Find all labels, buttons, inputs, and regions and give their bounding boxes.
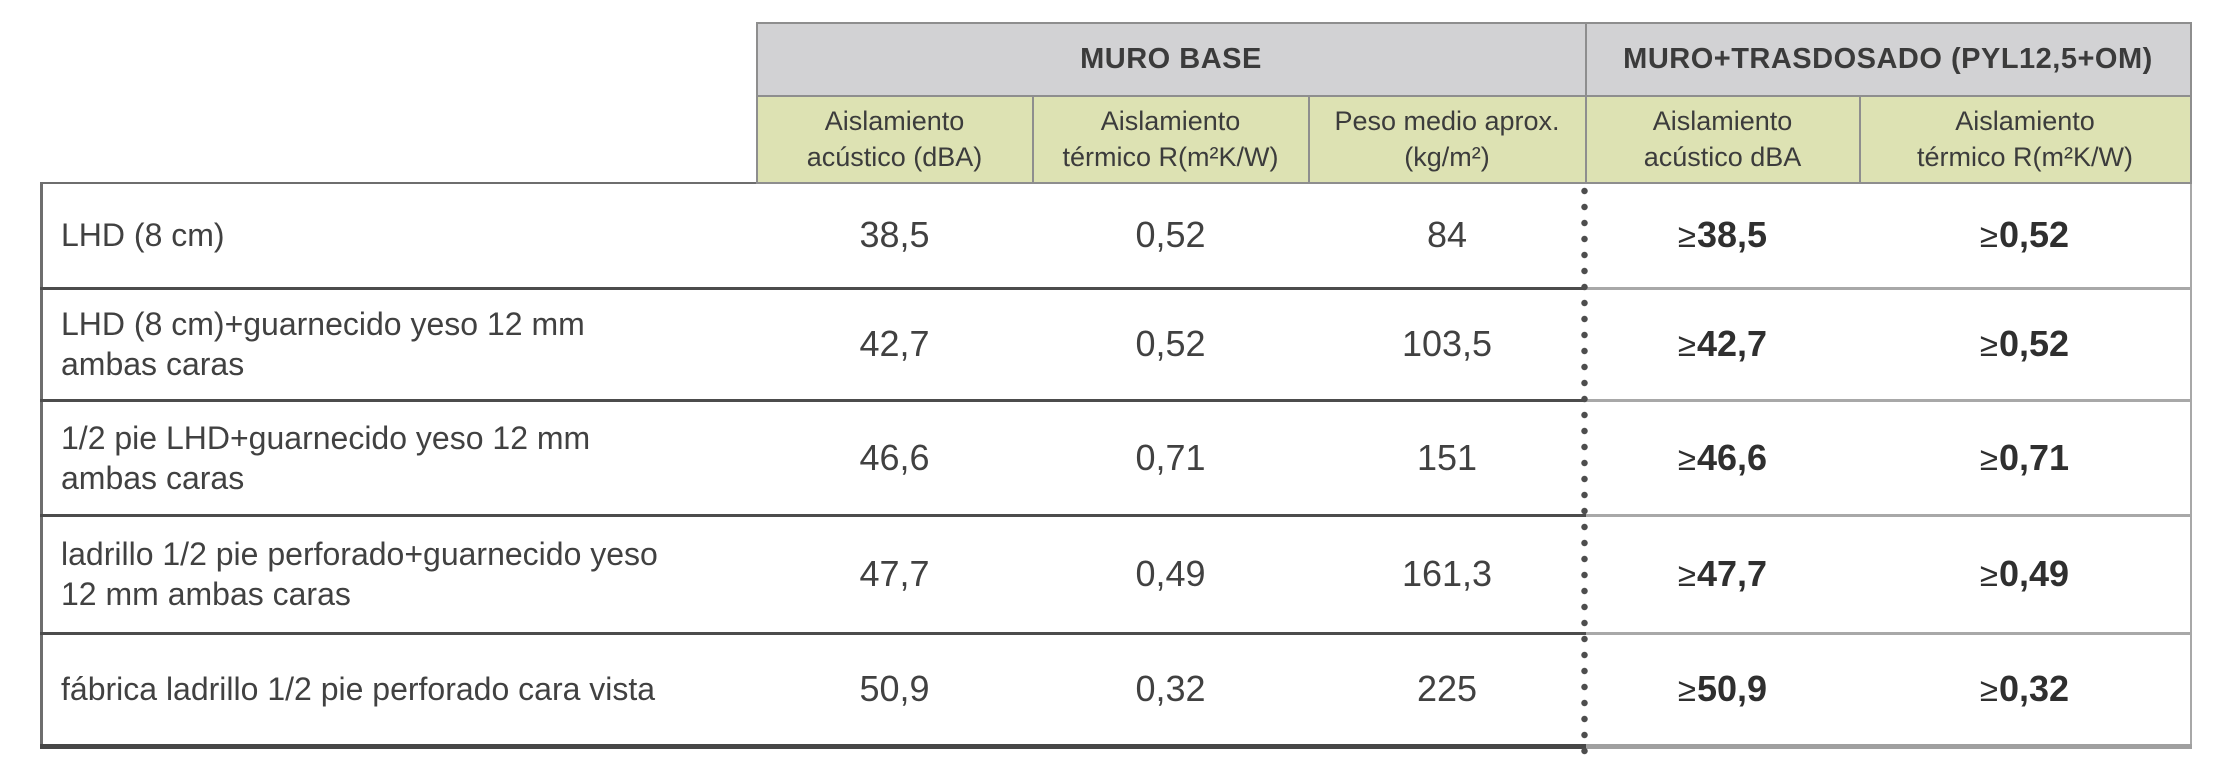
trasdosado-acoustic-value: ≥42,7	[1585, 288, 1860, 402]
column-header-trasdosado-acoustic: Aislamiento acústico dBA	[1584, 95, 1861, 184]
greater-equal-sign: ≥	[1677, 671, 1697, 708]
base-weight-value: 103,5	[1308, 288, 1586, 402]
column-header-base-acoustic: Aislamiento acústico (dBA)	[755, 95, 1034, 184]
base-weight-value: 151	[1308, 400, 1586, 517]
trasdosado-acoustic-value: ≥50,9	[1585, 633, 1860, 749]
trasdosado-acoustic-value: ≥46,6	[1585, 400, 1860, 517]
base-acoustic-value: 46,6	[756, 400, 1033, 517]
trasdosado-thermal-value: ≥0,52	[1859, 288, 2192, 402]
table-row: ladrillo 1/2 pie perforado+guarnecido ye…	[40, 515, 2192, 635]
column-header-base-thermal: Aislamiento térmico R(m²K/W)	[1031, 95, 1310, 184]
greater-equal-sign: ≥	[1677, 439, 1697, 477]
row-label: ladrillo 1/2 pie perforado+guarnecido ye…	[40, 515, 757, 635]
section-header-muro-base: MURO BASE	[755, 22, 1587, 97]
section-header-muro-trasdosado: MURO+TRASDOSADO (PYL12,5+OM)	[1584, 22, 2192, 97]
base-thermal-value: 0,49	[1032, 515, 1309, 635]
greater-equal-sign: ≥	[1677, 326, 1697, 363]
greater-equal-sign: ≥	[1979, 326, 1999, 363]
trasdosado-thermal-value: ≥0,52	[1859, 183, 2192, 290]
base-thermal-value: 0,52	[1032, 183, 1309, 290]
table-row: LHD (8 cm)+guarnecido yeso 12 mm ambas c…	[40, 288, 2192, 402]
trasdosado-thermal-value: ≥0,71	[1859, 400, 2192, 517]
empty-corner	[41, 23, 757, 96]
column-header-trasdosado-thermal: Aislamiento térmico R(m²K/W)	[1858, 95, 2192, 184]
row-label: 1/2 pie LHD+guarnecido yeso 12 mm ambas …	[40, 400, 757, 517]
table-row: 1/2 pie LHD+guarnecido yeso 12 mm ambas …	[40, 400, 2192, 517]
column-header-row: Aislamiento acústico (dBA) Aislamiento t…	[41, 95, 2192, 184]
row-label: fábrica ladrillo 1/2 pie perforado cara …	[40, 633, 757, 749]
trasdosado-acoustic-value: ≥47,7	[1585, 515, 1860, 635]
trasdosado-thermal-value: ≥0,32	[1859, 633, 2192, 749]
row-label: LHD (8 cm)	[40, 182, 757, 290]
greater-equal-sign: ≥	[1979, 217, 1999, 255]
greater-equal-sign: ≥	[1979, 556, 1999, 593]
column-header-base-weight: Peso medio aprox. (kg/m²)	[1307, 95, 1587, 184]
table-row: LHD (8 cm) 38,5 0,52 84 ≥38,5 ≥0,52	[40, 182, 2192, 290]
base-acoustic-value: 50,9	[756, 633, 1033, 749]
base-acoustic-value: 42,7	[756, 288, 1033, 402]
base-thermal-value: 0,32	[1032, 633, 1309, 749]
trasdosado-acoustic-value: ≥38,5	[1585, 183, 1860, 290]
table-row: fábrica ladrillo 1/2 pie perforado cara …	[40, 633, 2192, 749]
empty-corner	[41, 96, 757, 183]
base-weight-value: 161,3	[1308, 515, 1586, 635]
section-header-row: MURO BASE MURO+TRASDOSADO (PYL12,5+OM)	[41, 22, 2192, 97]
base-weight-value: 225	[1308, 633, 1586, 749]
base-acoustic-value: 47,7	[756, 515, 1033, 635]
trasdosado-thermal-value: ≥0,49	[1859, 515, 2192, 635]
greater-equal-sign: ≥	[1979, 671, 1999, 708]
base-thermal-value: 0,52	[1032, 288, 1309, 402]
greater-equal-sign: ≥	[1677, 217, 1697, 255]
base-thermal-value: 0,71	[1032, 400, 1309, 517]
greater-equal-sign: ≥	[1979, 439, 1999, 477]
base-weight-value: 84	[1308, 183, 1586, 290]
greater-equal-sign: ≥	[1677, 556, 1697, 593]
wall-insulation-table: MURO BASE MURO+TRASDOSADO (PYL12,5+OM) A…	[40, 22, 2192, 749]
base-acoustic-value: 38,5	[756, 183, 1033, 290]
row-label: LHD (8 cm)+guarnecido yeso 12 mm ambas c…	[40, 288, 757, 402]
